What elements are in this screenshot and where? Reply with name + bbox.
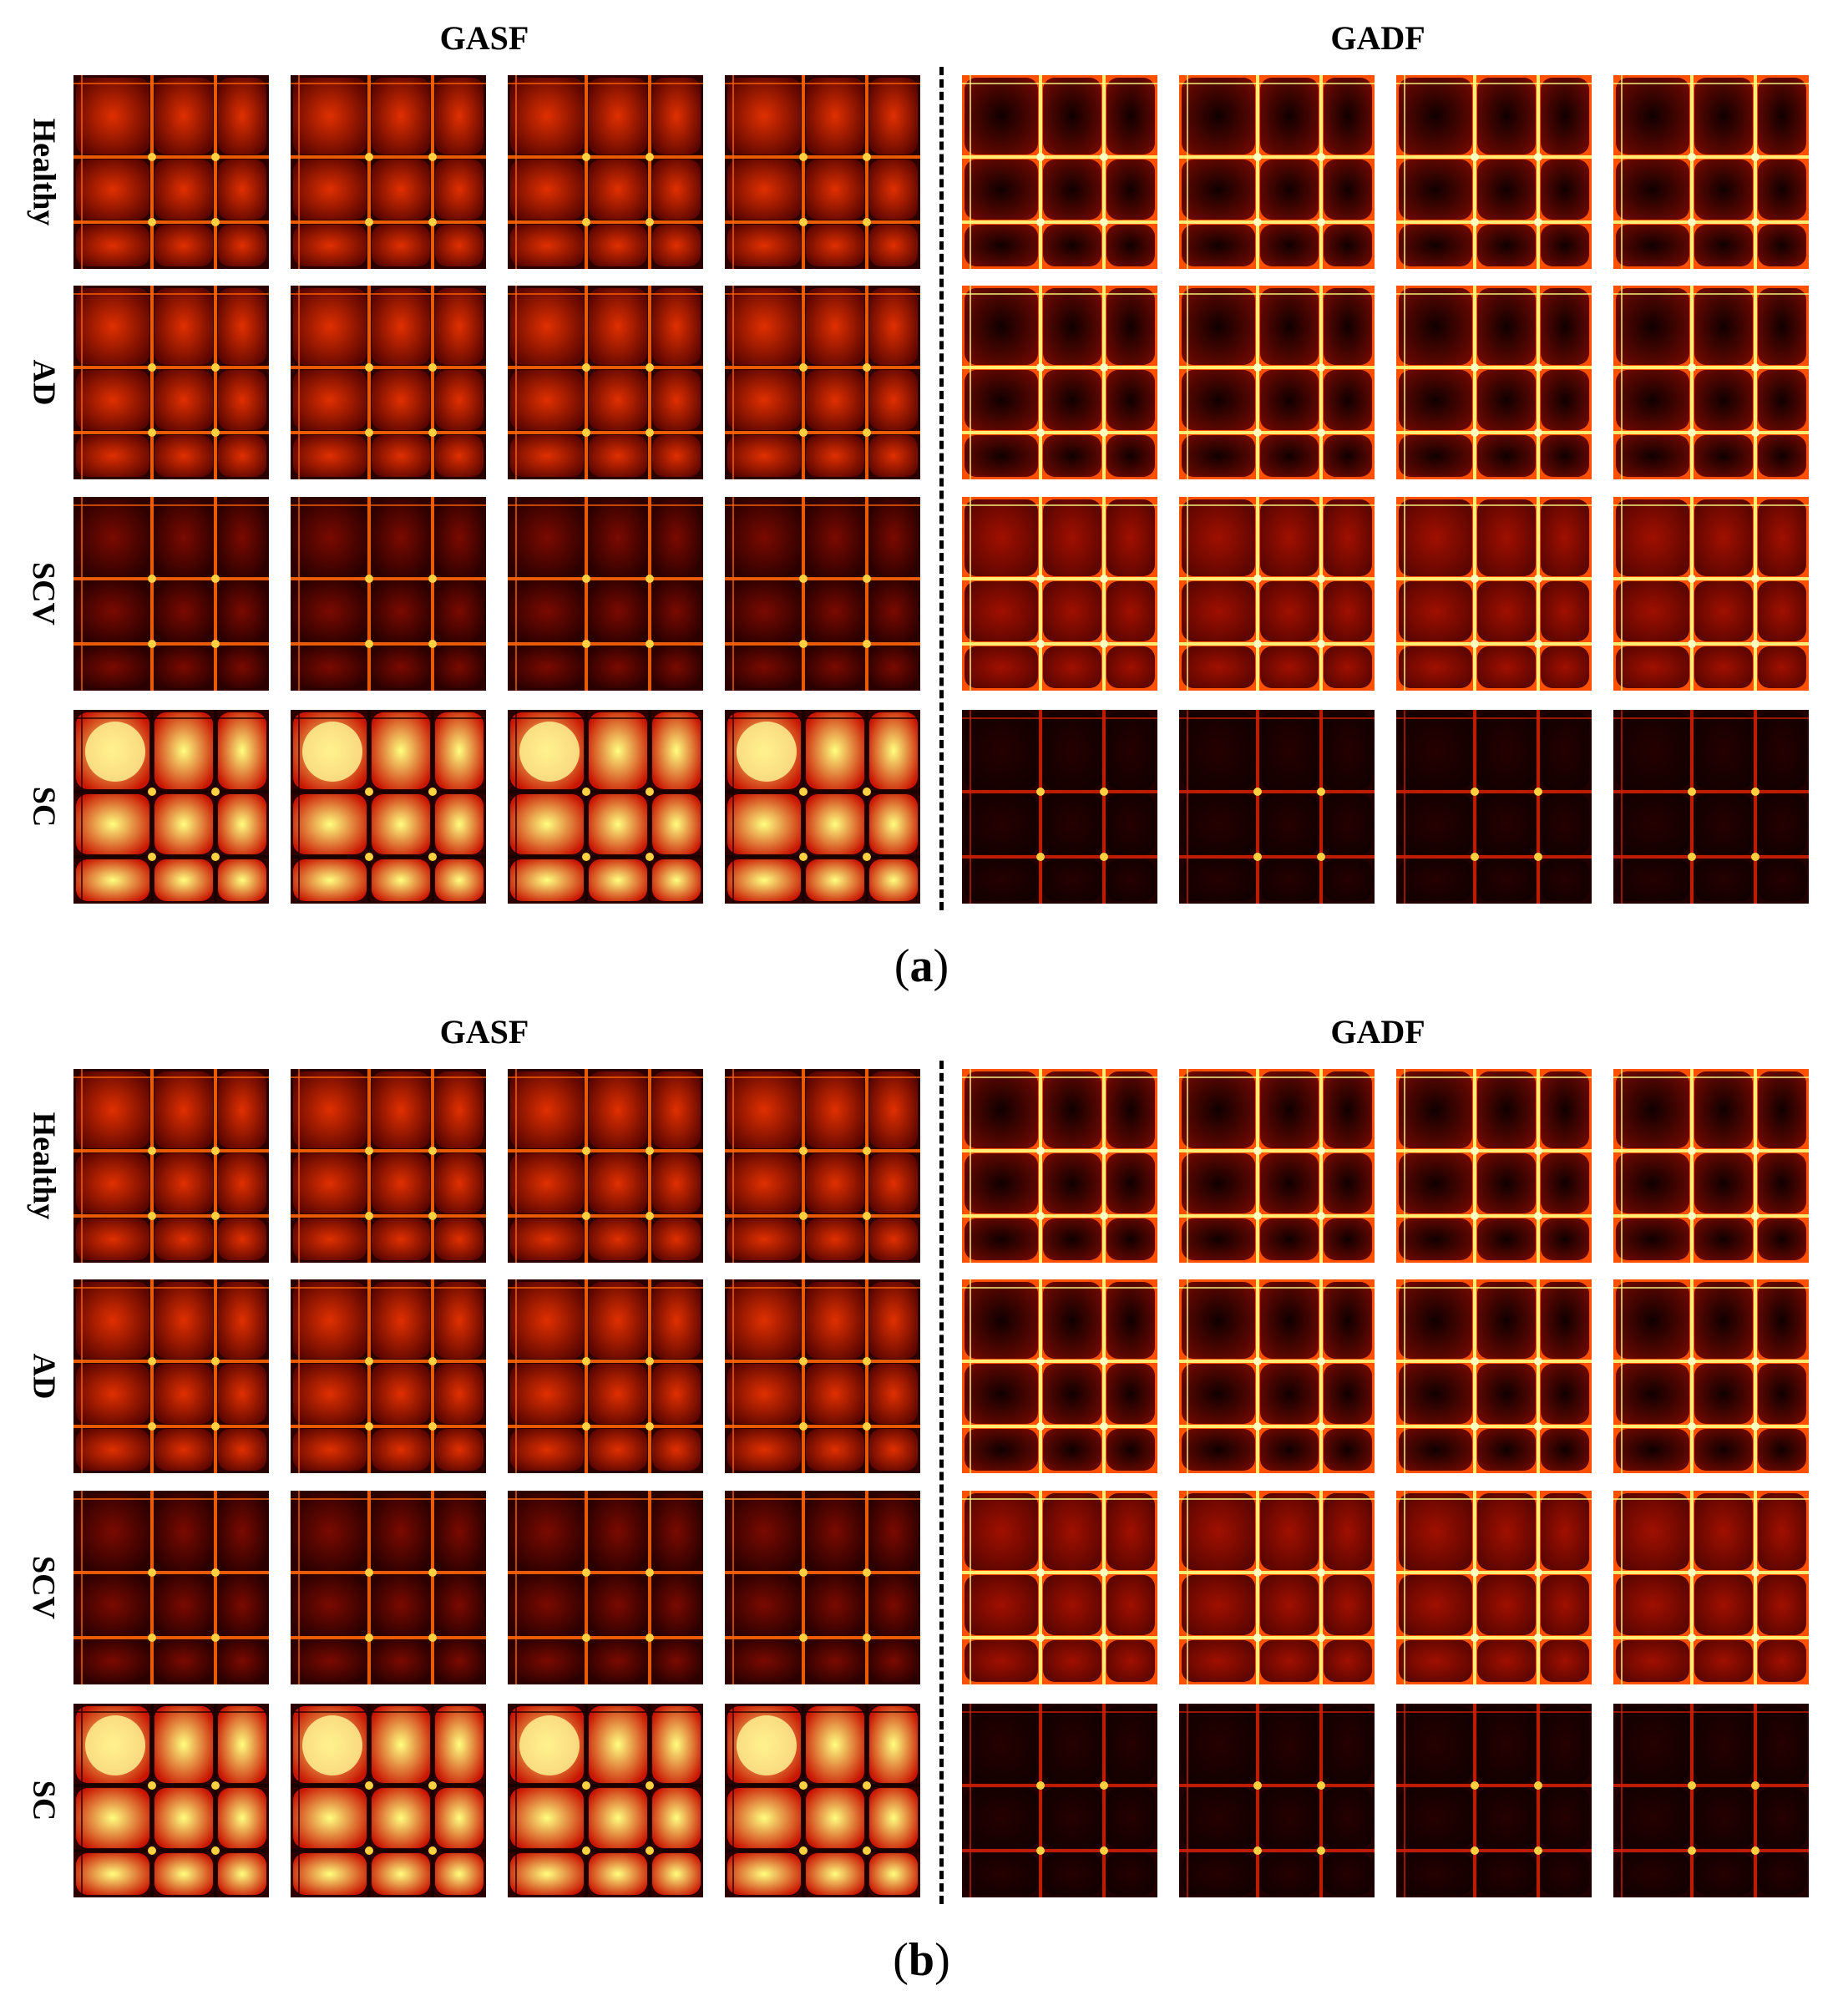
gasf-image-ad-1 (73, 286, 269, 479)
gasf-image-ad-3 (508, 286, 703, 479)
gasf-image-ad-1 (73, 1279, 269, 1473)
row-label-healthy: Healthy (26, 1112, 61, 1220)
gasf-image-sc-1 (73, 1704, 269, 1897)
gasf-image-ad-2 (291, 1279, 486, 1473)
gasf-image-sc-3 (508, 710, 703, 904)
gasf-image-sc-4 (725, 1704, 920, 1897)
gasf-image-scv-4 (725, 1491, 920, 1684)
gadf-image-scv-1 (962, 497, 1157, 691)
gadf-image-healthy-1 (962, 1069, 1157, 1263)
gasf-image-scv-4 (725, 497, 920, 691)
gasf-image-sc-4 (725, 710, 920, 904)
row-label-healthy: Healthy (26, 118, 61, 226)
gadf-image-ad-1 (962, 1279, 1157, 1473)
gadf-image-healthy-2 (1179, 1069, 1375, 1263)
gadf-image-scv-4 (1613, 1491, 1809, 1684)
gadf-image-sc-3 (1396, 1704, 1592, 1897)
gadf-image-healthy-4 (1613, 1069, 1809, 1263)
gasf-image-scv-1 (73, 1491, 269, 1684)
gadf-image-healthy-1 (962, 75, 1157, 269)
gadf-image-scv-4 (1613, 497, 1809, 691)
gadf-header: GADF (1330, 1013, 1425, 1051)
gasf-image-sc-3 (508, 1704, 703, 1897)
gadf-image-ad-3 (1396, 286, 1592, 479)
gadf-image-scv-3 (1396, 497, 1592, 691)
gasf-image-ad-3 (508, 1279, 703, 1473)
gasf-image-healthy-4 (725, 75, 920, 269)
gasf-image-ad-4 (725, 286, 920, 479)
dashed-divider (939, 1061, 944, 1904)
row-label-sc: SC (25, 1780, 61, 1821)
gadf-image-scv-2 (1179, 1491, 1375, 1684)
gadf-image-sc-1 (962, 1704, 1157, 1897)
gadf-image-sc-1 (962, 710, 1157, 904)
gasf-image-ad-4 (725, 1279, 920, 1473)
gasf-image-ad-2 (291, 286, 486, 479)
gadf-image-healthy-2 (1179, 75, 1375, 269)
row-label-sc: SC (25, 786, 61, 828)
gadf-image-sc-3 (1396, 710, 1592, 904)
gasf-image-healthy-3 (508, 75, 703, 269)
gasf-image-scv-2 (291, 1491, 486, 1684)
gasf-image-healthy-2 (291, 75, 486, 269)
gadf-image-sc-4 (1613, 710, 1809, 904)
gadf-image-ad-2 (1179, 1279, 1375, 1473)
row-label-ad: AD (25, 359, 61, 406)
gasf-image-sc-2 (291, 710, 486, 904)
gadf-image-ad-4 (1613, 286, 1809, 479)
gadf-image-healthy-4 (1613, 75, 1809, 269)
panel-caption: (b) (893, 1934, 950, 1986)
gadf-image-healthy-3 (1396, 1069, 1592, 1263)
gasf-header: GASF (439, 1013, 529, 1051)
gasf-image-healthy-1 (73, 75, 269, 269)
row-label-scv: SCV (26, 1555, 61, 1620)
gadf-image-scv-2 (1179, 497, 1375, 691)
dashed-divider (939, 67, 944, 910)
gadf-image-ad-4 (1613, 1279, 1809, 1473)
gasf-image-scv-3 (508, 1491, 703, 1684)
row-label-ad: AD (25, 1353, 61, 1400)
gadf-image-healthy-3 (1396, 75, 1592, 269)
gadf-header: GADF (1330, 19, 1425, 57)
gadf-image-ad-2 (1179, 286, 1375, 479)
gadf-image-ad-3 (1396, 1279, 1592, 1473)
gasf-image-healthy-4 (725, 1069, 920, 1263)
gasf-image-healthy-3 (508, 1069, 703, 1263)
gadf-image-scv-1 (962, 1491, 1157, 1684)
gadf-image-sc-2 (1179, 710, 1375, 904)
gadf-image-scv-3 (1396, 1491, 1592, 1684)
gadf-image-sc-2 (1179, 1704, 1375, 1897)
gasf-image-healthy-2 (291, 1069, 486, 1263)
gasf-image-sc-1 (73, 710, 269, 904)
gasf-image-scv-3 (508, 497, 703, 691)
gasf-image-healthy-1 (73, 1069, 269, 1263)
gadf-image-ad-1 (962, 286, 1157, 479)
gasf-header: GASF (439, 19, 529, 57)
panel-caption: (a) (894, 940, 949, 992)
gasf-image-scv-1 (73, 497, 269, 691)
gasf-image-sc-2 (291, 1704, 486, 1897)
row-label-scv: SCV (26, 561, 61, 626)
gadf-image-sc-4 (1613, 1704, 1809, 1897)
gasf-image-scv-2 (291, 497, 486, 691)
